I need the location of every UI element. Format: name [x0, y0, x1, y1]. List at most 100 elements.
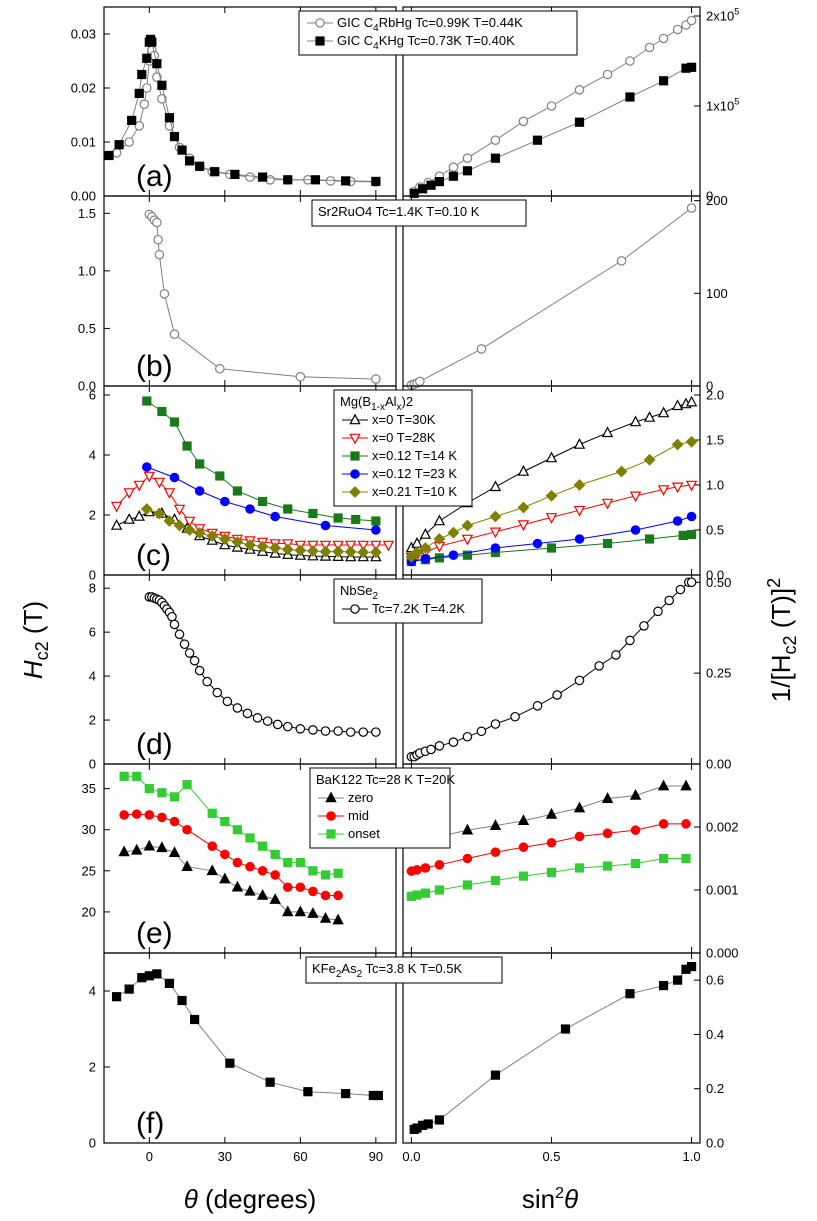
data-point-left: [333, 868, 343, 878]
data-point-left: [308, 725, 318, 735]
data-point-left: [174, 629, 185, 640]
data-point-right: [625, 989, 635, 999]
data-point-left: [269, 542, 282, 554]
data-point-right: [671, 399, 684, 411]
data-point-left: [157, 812, 167, 823]
left-y-tick-label: 0: [89, 1136, 96, 1151]
right-y-tick-label: 0.000: [706, 946, 739, 961]
left-y-tick-label: 0.01: [71, 135, 96, 150]
right-y-tick-label: 0.4: [706, 1027, 724, 1042]
data-point-left: [144, 784, 154, 794]
data-point-left: [222, 696, 233, 707]
data-point-right: [490, 719, 501, 729]
data-point-right: [461, 823, 474, 835]
data-point-right: [573, 505, 586, 517]
left-y-tick-label: 2: [89, 713, 96, 728]
data-point-left: [154, 249, 165, 260]
data-point-left: [182, 779, 192, 790]
data-point-right: [532, 538, 543, 549]
left-y-tick-label: 0.5: [78, 321, 96, 336]
data-point-left: [143, 839, 156, 851]
data-point-left: [320, 890, 331, 901]
data-point-left: [244, 884, 256, 896]
data-point-left: [184, 648, 195, 658]
right-y-tick-text: 0.6: [706, 973, 724, 988]
data-point-right: [602, 538, 613, 549]
data-point-left: [156, 841, 168, 853]
data-point-right: [426, 180, 436, 190]
left-y-tick-label: 1.5: [78, 206, 96, 221]
data-point-left: [179, 639, 190, 650]
right-y-tick-exponent: 5: [734, 97, 739, 107]
data-point-left: [333, 726, 343, 736]
legend-title-part: 2: [373, 591, 379, 602]
data-point-right: [434, 1115, 445, 1125]
y-left-axis-title: Hc2 (T): [18, 601, 52, 679]
right-y-tick-label: 0.0: [706, 568, 724, 583]
data-point-left: [169, 619, 180, 630]
data-point-left: [183, 524, 196, 536]
data-point-right: [462, 153, 473, 163]
legend-entry: x=0.12 T=14 K: [372, 448, 457, 463]
data-point-left: [194, 486, 205, 496]
data-point-right: [625, 635, 635, 646]
left-y-tick-label: 4: [89, 984, 96, 999]
data-point-left: [218, 533, 231, 545]
data-point-right: [461, 519, 474, 532]
data-point-left: [182, 441, 192, 451]
right-y-tick-label: 2.0: [706, 388, 724, 403]
data-point-right: [510, 711, 520, 722]
data-point-left: [157, 406, 167, 417]
data-point-left: [303, 1087, 313, 1097]
right-y-tick-label: 2x105: [706, 7, 739, 24]
data-point-left: [230, 169, 240, 179]
data-point-left: [270, 511, 280, 522]
legend-marker: [326, 811, 336, 821]
data-point-right: [678, 530, 688, 541]
data-point-right: [489, 527, 502, 539]
data-point-right: [672, 24, 683, 35]
data-point-right: [681, 819, 691, 829]
data-point-left: [207, 841, 218, 851]
data-point-left: [333, 890, 343, 901]
data-point-left: [320, 726, 331, 736]
data-point-left: [371, 176, 381, 187]
data-point-left: [295, 882, 306, 893]
right-y-tick-text: 1.0: [706, 478, 724, 493]
legend-box: [333, 389, 473, 507]
legend-entry-text: x=0 T=28K: [372, 430, 436, 445]
data-point-right: [601, 498, 614, 510]
data-point-right: [664, 595, 674, 606]
data-point-left: [189, 655, 200, 666]
data-point-left: [104, 150, 114, 161]
data-point-left: [147, 37, 157, 47]
legend-entry: GIC C4RbHg Tc=0.99K T=0.44K: [337, 15, 523, 34]
data-point-right: [573, 801, 586, 813]
data-point-left: [319, 545, 332, 558]
right-y-tick-label: 0.001: [706, 883, 739, 898]
data-point-right: [462, 731, 473, 742]
data-point-left: [231, 880, 244, 892]
data-point-right: [594, 661, 604, 671]
data-point-left: [114, 140, 124, 150]
data-point-left: [159, 289, 170, 299]
data-point-right: [545, 807, 558, 819]
data-point-left: [142, 396, 152, 406]
legend-title-part: 1-x: [371, 402, 385, 413]
data-point-left: [332, 545, 345, 558]
right-y-tick-label: 1.0: [706, 478, 724, 493]
data-point-left: [232, 703, 243, 713]
data-point-left: [163, 515, 176, 527]
legend-box: [305, 956, 503, 984]
data-point-left: [245, 861, 255, 872]
data-point-left: [206, 864, 218, 876]
data-point-left: [140, 503, 153, 515]
data-point-right: [545, 489, 558, 502]
right-y-tick-text: 0.2: [706, 1081, 724, 1096]
data-point-right: [412, 865, 422, 875]
data-point-right: [489, 510, 502, 523]
